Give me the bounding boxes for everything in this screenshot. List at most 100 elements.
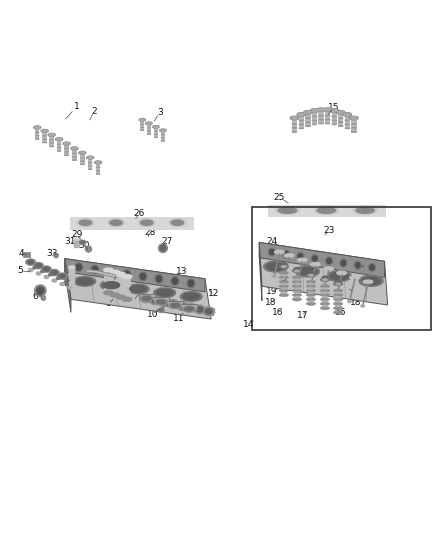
- Circle shape: [160, 246, 166, 251]
- Ellipse shape: [305, 111, 311, 114]
- Ellipse shape: [122, 274, 132, 279]
- Ellipse shape: [88, 162, 93, 164]
- Text: 25: 25: [274, 193, 285, 202]
- Ellipse shape: [156, 289, 173, 296]
- Ellipse shape: [295, 270, 299, 272]
- Ellipse shape: [294, 283, 300, 285]
- Ellipse shape: [298, 268, 317, 275]
- Ellipse shape: [306, 302, 316, 305]
- Ellipse shape: [333, 289, 343, 292]
- Ellipse shape: [72, 148, 77, 149]
- Circle shape: [85, 246, 92, 252]
- Ellipse shape: [318, 115, 324, 117]
- Ellipse shape: [130, 286, 146, 293]
- Ellipse shape: [41, 130, 48, 132]
- Ellipse shape: [298, 114, 304, 116]
- Ellipse shape: [71, 147, 78, 150]
- Ellipse shape: [57, 150, 61, 151]
- Ellipse shape: [320, 306, 330, 310]
- Ellipse shape: [308, 301, 314, 303]
- Polygon shape: [181, 304, 197, 310]
- Ellipse shape: [147, 133, 151, 134]
- Ellipse shape: [154, 131, 158, 132]
- Ellipse shape: [320, 289, 330, 292]
- Ellipse shape: [91, 265, 99, 274]
- Ellipse shape: [298, 127, 304, 129]
- Ellipse shape: [76, 278, 93, 285]
- Text: 29: 29: [71, 230, 82, 239]
- Ellipse shape: [333, 311, 343, 314]
- Ellipse shape: [35, 132, 39, 133]
- Ellipse shape: [140, 273, 145, 279]
- Ellipse shape: [331, 116, 337, 117]
- Bar: [318, 110, 324, 125]
- Ellipse shape: [33, 266, 36, 269]
- Ellipse shape: [68, 286, 72, 289]
- Ellipse shape: [80, 152, 85, 154]
- Ellipse shape: [306, 297, 316, 301]
- Ellipse shape: [336, 283, 340, 285]
- Ellipse shape: [343, 113, 352, 116]
- Ellipse shape: [292, 280, 302, 284]
- Ellipse shape: [123, 270, 131, 278]
- Ellipse shape: [281, 274, 287, 276]
- Ellipse shape: [75, 263, 83, 272]
- Bar: [110, 272, 119, 295]
- Text: 10: 10: [147, 310, 158, 319]
- Ellipse shape: [187, 305, 194, 310]
- Ellipse shape: [139, 118, 145, 121]
- Ellipse shape: [281, 292, 287, 294]
- Ellipse shape: [79, 220, 92, 225]
- Ellipse shape: [335, 296, 341, 298]
- Ellipse shape: [52, 279, 57, 282]
- Bar: [35, 127, 39, 140]
- Ellipse shape: [351, 131, 357, 133]
- Ellipse shape: [36, 272, 41, 275]
- Ellipse shape: [325, 257, 332, 265]
- Ellipse shape: [56, 138, 62, 140]
- Ellipse shape: [149, 296, 160, 304]
- Ellipse shape: [308, 272, 314, 274]
- Ellipse shape: [80, 157, 85, 158]
- Text: 13: 13: [176, 267, 187, 276]
- Ellipse shape: [157, 300, 166, 304]
- Ellipse shape: [279, 276, 289, 279]
- Ellipse shape: [333, 293, 343, 297]
- Ellipse shape: [180, 292, 202, 301]
- Ellipse shape: [42, 130, 47, 132]
- Circle shape: [37, 287, 44, 294]
- Ellipse shape: [292, 293, 302, 297]
- Ellipse shape: [338, 111, 344, 114]
- Ellipse shape: [72, 152, 77, 154]
- Ellipse shape: [320, 297, 330, 301]
- Bar: [305, 112, 311, 127]
- Ellipse shape: [72, 156, 77, 158]
- Ellipse shape: [103, 281, 120, 289]
- Ellipse shape: [43, 267, 49, 271]
- Text: 30: 30: [78, 241, 90, 250]
- Ellipse shape: [308, 292, 314, 294]
- Ellipse shape: [264, 261, 288, 272]
- Ellipse shape: [292, 285, 302, 288]
- Ellipse shape: [161, 130, 165, 131]
- Ellipse shape: [48, 133, 55, 136]
- Ellipse shape: [153, 126, 159, 128]
- Bar: [292, 118, 297, 133]
- Bar: [154, 127, 158, 138]
- Bar: [351, 118, 357, 133]
- Polygon shape: [167, 301, 183, 306]
- Ellipse shape: [318, 119, 324, 120]
- Ellipse shape: [322, 305, 328, 307]
- Ellipse shape: [140, 119, 145, 121]
- Ellipse shape: [325, 123, 331, 124]
- Ellipse shape: [147, 127, 151, 128]
- Ellipse shape: [161, 140, 165, 141]
- Text: 26: 26: [134, 209, 145, 219]
- Ellipse shape: [335, 305, 341, 307]
- Ellipse shape: [35, 138, 39, 140]
- Text: 4: 4: [18, 249, 24, 258]
- Ellipse shape: [140, 124, 145, 125]
- Ellipse shape: [158, 308, 164, 312]
- Ellipse shape: [320, 285, 330, 288]
- Ellipse shape: [72, 147, 77, 150]
